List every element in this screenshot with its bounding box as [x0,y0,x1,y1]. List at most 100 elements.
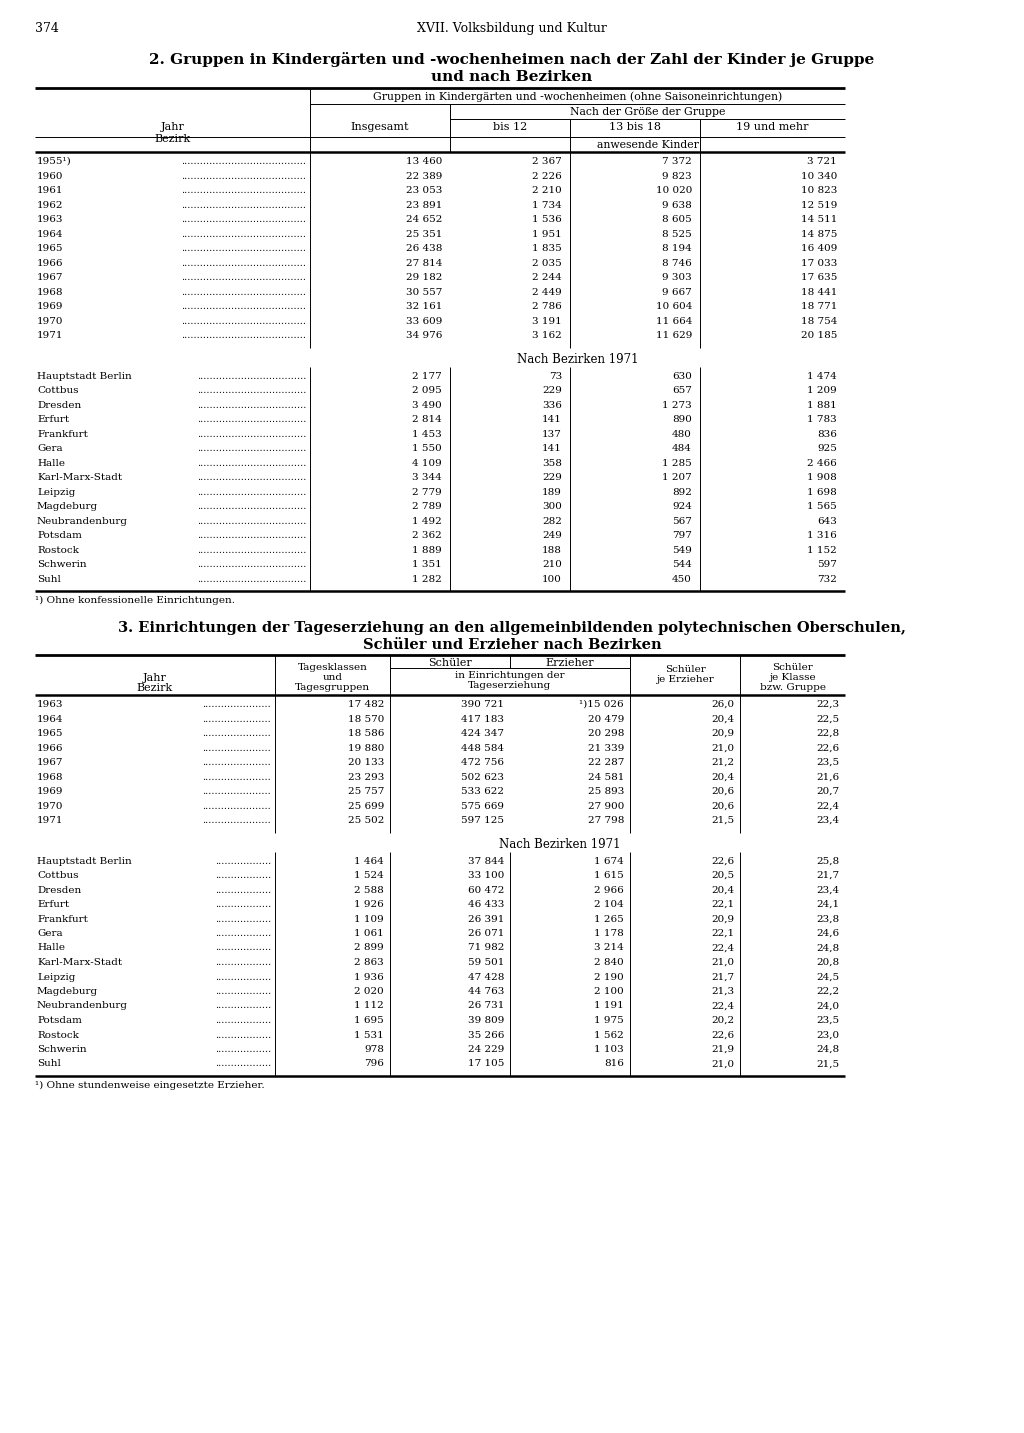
Text: 23,5: 23,5 [816,1016,839,1025]
Text: 20,9: 20,9 [711,729,734,738]
Text: 484: 484 [672,444,692,453]
Text: 282: 282 [542,516,562,526]
Text: 32 161: 32 161 [406,302,442,311]
Text: ...................................: ................................... [197,400,306,410]
Text: 424 347: 424 347 [461,729,504,738]
Text: 2 226: 2 226 [532,172,562,181]
Text: 24 652: 24 652 [406,215,442,224]
Text: 472 756: 472 756 [461,758,504,767]
Text: 3 344: 3 344 [413,473,442,481]
Text: 480: 480 [672,430,692,438]
Text: 22,4: 22,4 [711,943,734,953]
Text: Erfurt: Erfurt [37,416,70,424]
Text: 22,4: 22,4 [816,801,839,811]
Text: 1 936: 1 936 [354,973,384,982]
Text: 18 570: 18 570 [347,715,384,724]
Text: Leipzig: Leipzig [37,487,76,496]
Text: 17 033: 17 033 [801,258,837,268]
Text: 732: 732 [817,575,837,583]
Text: 20,4: 20,4 [711,886,734,894]
Text: ...................................: ................................... [197,546,306,555]
Text: 17 482: 17 482 [347,699,384,709]
Text: 2 367: 2 367 [532,158,562,166]
Text: 1 562: 1 562 [594,1030,624,1039]
Text: ......................: ...................... [203,815,271,825]
Text: 21,0: 21,0 [711,959,734,967]
Text: 46 433: 46 433 [468,900,504,909]
Text: 1 698: 1 698 [807,487,837,496]
Text: 24,6: 24,6 [816,929,839,939]
Text: 597: 597 [817,560,837,569]
Text: 1968: 1968 [37,288,63,297]
Text: 2 779: 2 779 [413,487,442,496]
Text: 22,4: 22,4 [711,1002,734,1010]
Text: 1 889: 1 889 [413,546,442,555]
Text: 1961: 1961 [37,186,63,195]
Text: anwesende Kinder: anwesende Kinder [597,140,698,150]
Text: 1 474: 1 474 [807,371,837,381]
Text: ........................................: ........................................ [181,229,306,238]
Text: Rostock: Rostock [37,1030,79,1039]
Text: 1966: 1966 [37,744,63,752]
Text: 1 783: 1 783 [807,416,837,424]
Text: Nach Bezirken 1971: Nach Bezirken 1971 [500,837,621,851]
Text: 22,1: 22,1 [711,900,734,909]
Text: ......................: ...................... [203,801,271,811]
Text: 25,8: 25,8 [816,857,839,866]
Text: 14 875: 14 875 [801,229,837,238]
Text: Suhl: Suhl [37,575,60,583]
Text: Halle: Halle [37,459,65,467]
Text: 26 438: 26 438 [406,244,442,254]
Text: 22,2: 22,2 [816,987,839,996]
Text: Tagesgruppen: Tagesgruppen [295,684,370,692]
Text: 1962: 1962 [37,201,63,209]
Text: Cottbus: Cottbus [37,871,79,880]
Text: Karl-Marx-Stadt: Karl-Marx-Stadt [37,959,122,967]
Text: 2 210: 2 210 [532,186,562,195]
Text: 21,0: 21,0 [711,744,734,752]
Text: ........................................: ........................................ [181,288,306,297]
Text: 2 588: 2 588 [354,886,384,894]
Text: 22,1: 22,1 [711,929,734,939]
Text: 23 891: 23 891 [406,201,442,209]
Text: 1965: 1965 [37,729,63,738]
Text: 836: 836 [817,430,837,438]
Text: 20,9: 20,9 [711,914,734,923]
Text: 1 464: 1 464 [354,857,384,866]
Text: Potsdam: Potsdam [37,532,82,540]
Text: 4 109: 4 109 [413,459,442,467]
Text: bis 12: bis 12 [493,122,527,132]
Text: 14 511: 14 511 [801,215,837,224]
Text: 2 863: 2 863 [354,959,384,967]
Text: 797: 797 [672,532,692,540]
Text: 502 623: 502 623 [461,772,504,781]
Text: 210: 210 [542,560,562,569]
Text: 8 605: 8 605 [663,215,692,224]
Text: 10 604: 10 604 [655,302,692,311]
Text: 1 531: 1 531 [354,1030,384,1039]
Text: 2 100: 2 100 [594,987,624,996]
Text: je Erzieher: je Erzieher [656,675,714,684]
Text: 1 881: 1 881 [807,400,837,410]
Text: 1 265: 1 265 [594,914,624,923]
Text: 22,8: 22,8 [816,729,839,738]
Text: 26,0: 26,0 [711,699,734,709]
Text: 20,5: 20,5 [711,871,734,880]
Text: Erzieher: Erzieher [546,658,594,668]
Text: 27 798: 27 798 [588,815,624,825]
Text: ...................................: ................................... [197,516,306,526]
Text: Neubrandenburg: Neubrandenburg [37,516,128,526]
Text: 26 391: 26 391 [468,914,504,923]
Text: 1 674: 1 674 [594,857,624,866]
Text: 2 814: 2 814 [413,416,442,424]
Text: 22,6: 22,6 [711,1030,734,1039]
Text: 1969: 1969 [37,787,63,795]
Text: 1 926: 1 926 [354,900,384,909]
Text: Schüler: Schüler [428,658,472,668]
Text: 189: 189 [542,487,562,496]
Text: 25 502: 25 502 [347,815,384,825]
Text: und nach Bezirken: und nach Bezirken [431,70,593,85]
Text: 567: 567 [672,516,692,526]
Text: ......................: ...................... [203,772,271,781]
Text: ........................................: ........................................ [181,258,306,268]
